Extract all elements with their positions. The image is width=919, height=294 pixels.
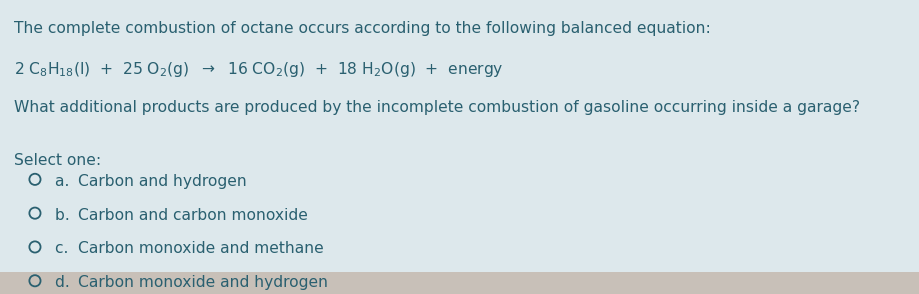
Text: b.: b. <box>55 208 80 223</box>
Text: Carbon and carbon monoxide: Carbon and carbon monoxide <box>78 208 308 223</box>
Text: 2 C$_8$H$_{18}$(l)  +  25 O$_2$(g)  $\rightarrow$  16 CO$_2$(g)  +  18 H$_2$O(g): 2 C$_8$H$_{18}$(l) + 25 O$_2$(g) $\right… <box>14 60 503 79</box>
Bar <box>0 272 919 294</box>
Text: What additional products are produced by the incomplete combustion of gasoline o: What additional products are produced by… <box>14 100 859 115</box>
Text: Carbon monoxide and methane: Carbon monoxide and methane <box>78 241 323 256</box>
Text: a.: a. <box>55 174 79 189</box>
Text: Carbon monoxide and hydrogen: Carbon monoxide and hydrogen <box>78 275 328 290</box>
Text: The complete combustion of octane occurs according to the following balanced equ: The complete combustion of octane occurs… <box>14 21 709 36</box>
Text: Select one:: Select one: <box>14 153 101 168</box>
Text: c.: c. <box>55 241 78 256</box>
Text: d.: d. <box>55 275 80 290</box>
Text: Carbon and hydrogen: Carbon and hydrogen <box>78 174 246 189</box>
